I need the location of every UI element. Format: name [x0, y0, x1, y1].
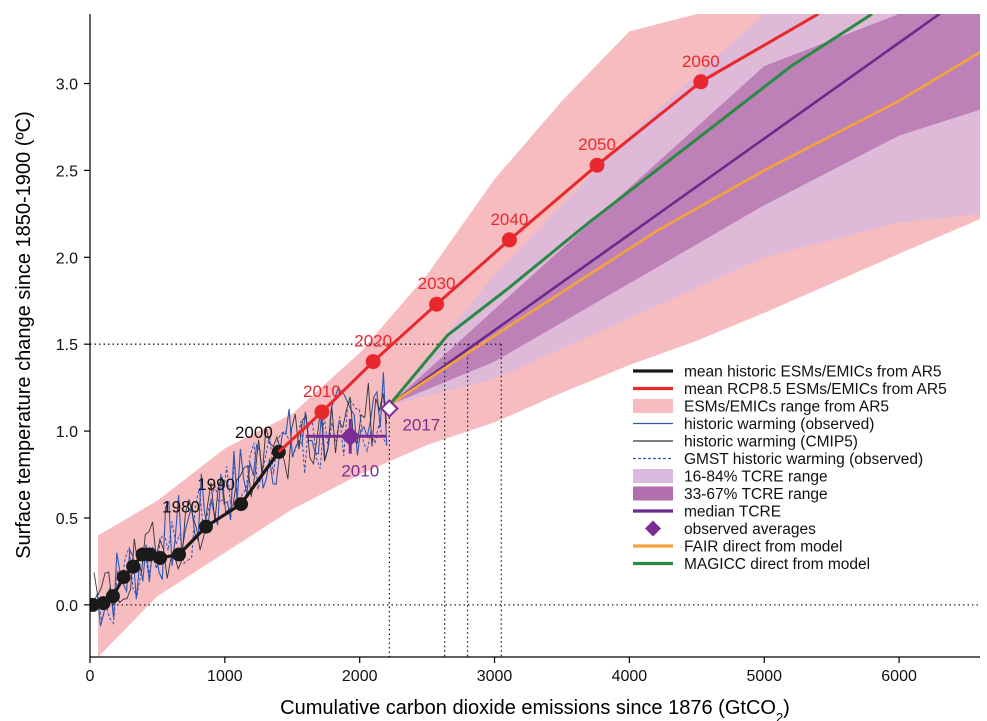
legend-label: FAIR direct from model [684, 539, 843, 556]
legend-label: mean historic ESMs/EMICs from AR5 [684, 364, 942, 381]
fair-line [388, 51, 980, 407]
historic-mean-point [153, 550, 168, 565]
historic-mean-point [172, 547, 186, 562]
legend-swatch-patch [633, 399, 673, 413]
historic-mean-point [126, 559, 141, 574]
legend-swatch-diamond [645, 520, 661, 537]
legend-label: GMST historic warming (observed) [684, 451, 923, 468]
legend-label: observed averages [684, 521, 816, 538]
observed-average-label-2017: 2017 [402, 415, 440, 434]
legend-swatch-patch [633, 486, 673, 501]
legend-label: MAGICC direct from model [684, 556, 870, 573]
historic-mean-point [116, 570, 131, 585]
historic-warming-observed-line [93, 372, 388, 627]
y-tick-label: 0.0 [56, 598, 78, 615]
magicc-line [388, 14, 873, 406]
y-tick-label: 2.0 [56, 250, 78, 267]
historic-year-label: 1980 [162, 498, 200, 517]
historic-year-label: 2000 [235, 423, 273, 442]
rcp85-mean-point [429, 296, 445, 312]
rcp85-year-label: 2050 [578, 135, 616, 154]
plot-area: 1980 1990 2000 2010 2020 2030 2040 2050 2060 2010… [90, 14, 980, 657]
y-tick-label: 1.5 [56, 337, 78, 354]
historic-mean-point [105, 589, 120, 604]
rcp85-year-label: 2010 [303, 382, 341, 401]
rcp85-year-label: 2060 [682, 52, 720, 71]
observed-average-diamond-2010 [340, 426, 361, 447]
median-tcre-line [388, 14, 941, 407]
historic-mean-point [198, 519, 213, 534]
legend-label: 33-67% TCRE range [684, 486, 828, 503]
x-axis-label: Cumulative carbon dioxide emissions sinc… [280, 697, 790, 721]
historic-mean-point [234, 497, 249, 512]
legend-label: ESMs/EMICs range from AR5 [684, 399, 889, 416]
rcp85-mean-point [501, 232, 517, 248]
rcp85-year-label: 2040 [490, 210, 528, 229]
rcp85-mean-point [365, 354, 381, 370]
y-tick-label: 0.5 [56, 511, 78, 528]
x-tick-label: 0 [86, 668, 95, 685]
legend-swatch-patch [633, 469, 673, 483]
x-tick-label: 5000 [746, 668, 782, 685]
rcp85-mean-point [693, 74, 709, 90]
x-tick-label: 4000 [612, 668, 648, 685]
observed-average-label-2010: 2010 [341, 461, 379, 480]
legend-label: historic warming (CMIP5) [684, 434, 858, 451]
axes: 0 1000 2000 3000 4000 5000 6000 0.0 0.5 1.0 1.5 2.0… [56, 14, 980, 685]
x-tick-label: 6000 [881, 668, 917, 685]
historic-mean-point [142, 547, 157, 562]
legend-label: 16-84% TCRE range [684, 469, 828, 486]
rcp85-year-label: 2020 [354, 332, 392, 351]
legend-label: historic warming (observed) [684, 416, 874, 433]
observed-average-diamond-2017 [379, 399, 399, 418]
x-tick-label: 2000 [342, 668, 378, 685]
rcp85-mean-line [277, 14, 819, 454]
historic-year-label: 1990 [197, 475, 235, 494]
x-tick-label: 1000 [207, 668, 243, 685]
y-tick-label: 1.0 [56, 424, 78, 441]
y-tick-label: 3.0 [56, 77, 78, 94]
y-tick-label: 2.5 [56, 163, 78, 180]
legend-label: mean RCP8.5 ESMs/EMICs from AR5 [684, 381, 947, 398]
legend-label: median TCRE [684, 504, 781, 521]
rcp85-mean-point [314, 404, 330, 420]
y-axis-label: Surface temperature change since 1850-19… [13, 111, 35, 559]
rcp85-mean-point [589, 157, 605, 173]
rcp85-year-label: 2030 [418, 274, 456, 293]
x-tick-label: 3000 [477, 668, 513, 685]
